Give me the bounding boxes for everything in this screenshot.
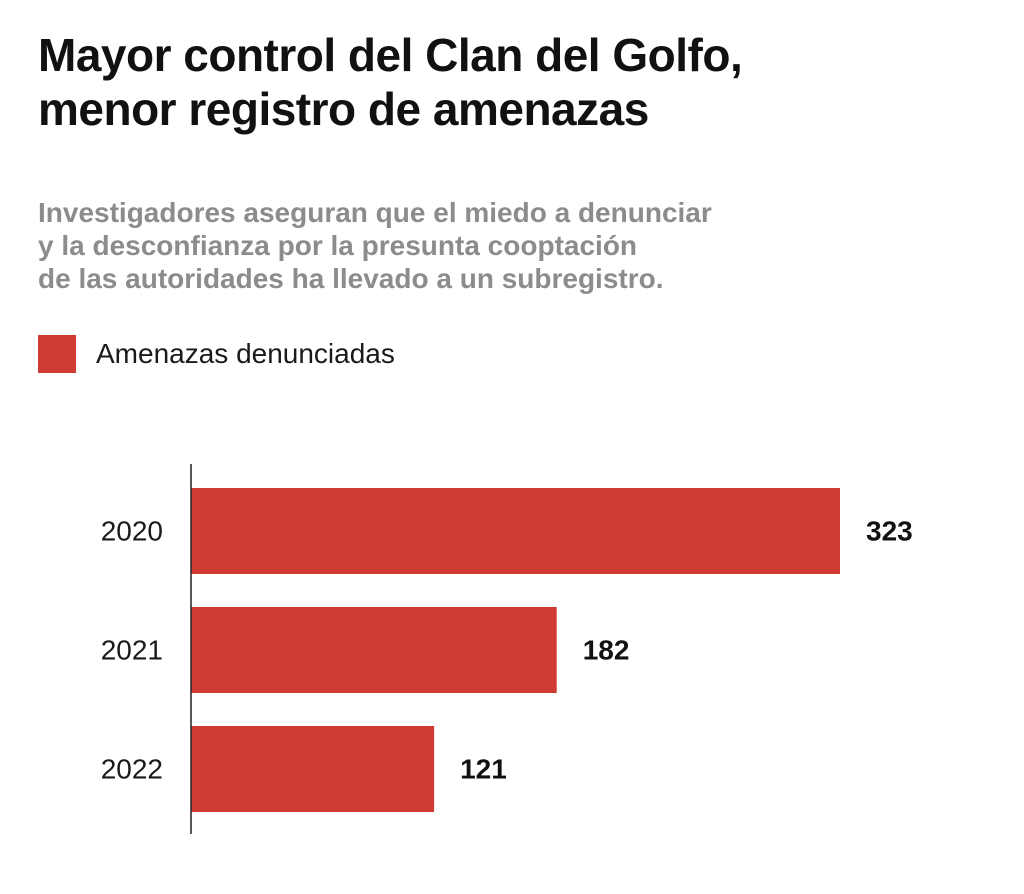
data-label-2020: 323 (866, 516, 913, 547)
y-tick-label-2020: 2020 (101, 516, 163, 547)
chart-title-line-1: Mayor control del Clan del Golfo, (38, 29, 743, 81)
bar-2020 (191, 488, 840, 574)
chart-subtitle: Investigadores aseguran que el miedo a d… (38, 196, 938, 295)
legend-swatch (38, 335, 76, 373)
data-label-2022: 121 (460, 754, 507, 785)
chart-subtitle-line-2: y la desconfianza por la presunta coopta… (38, 230, 638, 261)
chart-title-line-2: menor registro de amenazas (38, 83, 649, 135)
data-label-2021: 182 (583, 635, 630, 666)
bar-2021 (191, 607, 557, 693)
bar-2022 (191, 726, 435, 812)
legend: Amenazas denunciadas (38, 334, 395, 374)
legend-label: Amenazas denunciadas (96, 338, 395, 369)
chart-subtitle-line-1: Investigadores aseguran que el miedo a d… (38, 197, 712, 228)
chart-subtitle-line-3: de las autoridades ha llevado a un subre… (38, 263, 664, 294)
y-tick-label-2021: 2021 (101, 635, 163, 666)
y-tick-label-2022: 2022 (101, 754, 163, 785)
chart-title: Mayor control del Clan del Golfo, menor … (38, 28, 998, 136)
